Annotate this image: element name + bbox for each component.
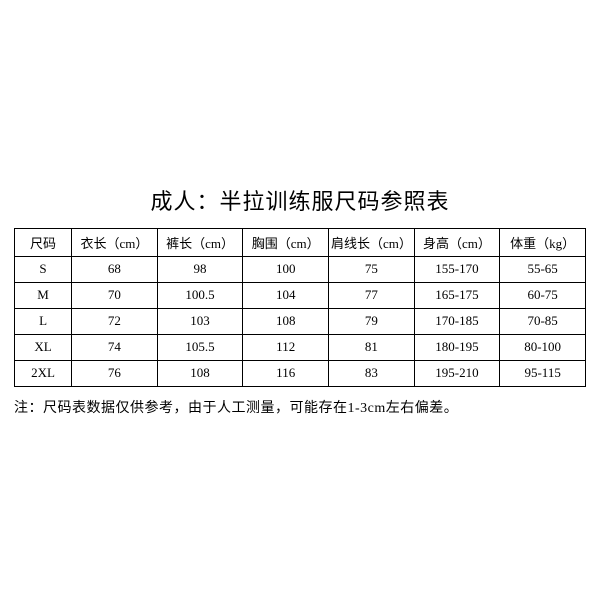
cell-data: 100.5	[157, 282, 243, 308]
cell-data: 104	[243, 282, 329, 308]
cell-data: 112	[243, 334, 329, 360]
col-header-weight: 体重（kg）	[500, 228, 586, 256]
cell-data: 165-175	[414, 282, 500, 308]
cell-data: 74	[72, 334, 158, 360]
cell-size: L	[15, 308, 72, 334]
cell-data: 75	[329, 256, 415, 282]
cell-data: 81	[329, 334, 415, 360]
cell-data: 79	[329, 308, 415, 334]
table-row: M 70 100.5 104 77 165-175 60-75	[15, 282, 586, 308]
table-row: L 72 103 108 79 170-185 70-85	[15, 308, 586, 334]
col-header-shoulder: 肩线长（cm）	[329, 228, 415, 256]
cell-data: 116	[243, 360, 329, 386]
size-table: 尺码 衣长（cm） 裤长（cm） 胸围（cm） 肩线长（cm） 身高（cm） 体…	[14, 228, 586, 387]
cell-data: 83	[329, 360, 415, 386]
cell-data: 98	[157, 256, 243, 282]
cell-data: 95-115	[500, 360, 586, 386]
col-header-chest: 胸围（cm）	[243, 228, 329, 256]
cell-data: 105.5	[157, 334, 243, 360]
cell-data: 80-100	[500, 334, 586, 360]
table-row: 2XL 76 108 116 83 195-210 95-115	[15, 360, 586, 386]
cell-data: 180-195	[414, 334, 500, 360]
col-header-pants: 裤长（cm）	[157, 228, 243, 256]
cell-data: 77	[329, 282, 415, 308]
col-header-length: 衣长（cm）	[72, 228, 158, 256]
cell-size: 2XL	[15, 360, 72, 386]
cell-size: XL	[15, 334, 72, 360]
col-header-height: 身高（cm）	[414, 228, 500, 256]
cell-data: 100	[243, 256, 329, 282]
table-row: XL 74 105.5 112 81 180-195 80-100	[15, 334, 586, 360]
cell-data: 170-185	[414, 308, 500, 334]
cell-data: 55-65	[500, 256, 586, 282]
cell-data: 60-75	[500, 282, 586, 308]
col-header-size: 尺码	[15, 228, 72, 256]
table-row: S 68 98 100 75 155-170 55-65	[15, 256, 586, 282]
cell-size: M	[15, 282, 72, 308]
cell-data: 70	[72, 282, 158, 308]
cell-data: 108	[243, 308, 329, 334]
table-header-row: 尺码 衣长（cm） 裤长（cm） 胸围（cm） 肩线长（cm） 身高（cm） 体…	[15, 228, 586, 256]
page-title: 成人：半拉训练服尺码参照表	[14, 184, 586, 216]
cell-size: S	[15, 256, 72, 282]
cell-data: 72	[72, 308, 158, 334]
cell-data: 155-170	[414, 256, 500, 282]
cell-data: 76	[72, 360, 158, 386]
cell-data: 70-85	[500, 308, 586, 334]
cell-data: 68	[72, 256, 158, 282]
footer-note: 注：尺码表数据仅供参考，由于人工测量，可能存在1-3cm左右偏差。	[14, 397, 586, 417]
cell-data: 108	[157, 360, 243, 386]
size-chart-container: 成人：半拉训练服尺码参照表 尺码 衣长（cm） 裤长（cm） 胸围（cm） 肩线…	[14, 184, 586, 417]
cell-data: 195-210	[414, 360, 500, 386]
cell-data: 103	[157, 308, 243, 334]
